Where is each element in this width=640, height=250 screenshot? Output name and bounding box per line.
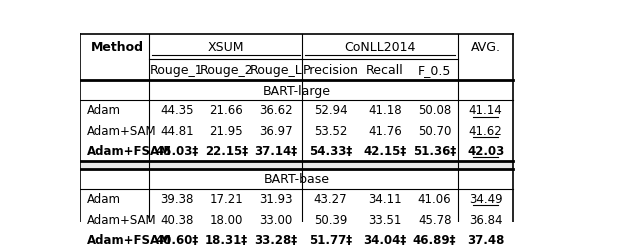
Text: 41.18: 41.18 (368, 104, 402, 117)
Text: 44.35: 44.35 (160, 104, 193, 117)
Text: Adam: Adam (86, 192, 120, 205)
Text: Adam+SAM: Adam+SAM (86, 213, 156, 226)
Text: 21.95: 21.95 (209, 124, 243, 137)
Text: Precision: Precision (303, 64, 358, 77)
Text: 33.51: 33.51 (369, 213, 402, 226)
Text: 33.28‡: 33.28‡ (254, 233, 298, 246)
Text: 45.78: 45.78 (418, 213, 451, 226)
Text: 52.94: 52.94 (314, 104, 348, 117)
Text: 54.33‡: 54.33‡ (309, 144, 352, 157)
Text: 40.38: 40.38 (160, 213, 193, 226)
Text: Rouge_2: Rouge_2 (200, 64, 253, 77)
Text: 50.39: 50.39 (314, 213, 347, 226)
Text: 50.08: 50.08 (418, 104, 451, 117)
Text: 51.77‡: 51.77‡ (309, 233, 352, 246)
Text: BART-base: BART-base (264, 173, 330, 186)
Text: 39.38: 39.38 (160, 192, 193, 205)
Text: 17.21: 17.21 (209, 192, 243, 205)
Text: 37.14‡: 37.14‡ (254, 144, 298, 157)
Text: 44.81: 44.81 (160, 124, 193, 137)
Text: 51.36‡: 51.36‡ (413, 144, 456, 157)
Text: 34.49: 34.49 (469, 192, 502, 205)
Text: 33.00: 33.00 (259, 213, 292, 226)
Text: 42.03: 42.03 (467, 144, 504, 157)
Text: CoNLL2014: CoNLL2014 (344, 41, 416, 54)
Text: 36.97: 36.97 (259, 124, 292, 137)
Text: BART-large: BART-large (262, 84, 330, 97)
Text: 46.89‡: 46.89‡ (413, 233, 456, 246)
Text: 22.15‡: 22.15‡ (205, 144, 248, 157)
Bar (80, 161, 513, 170)
Text: 53.52: 53.52 (314, 124, 347, 137)
Text: Adam+FSAM: Adam+FSAM (86, 144, 172, 157)
Text: Adam: Adam (86, 104, 120, 117)
Text: 21.66: 21.66 (209, 104, 243, 117)
Text: 36.62: 36.62 (259, 104, 292, 117)
Text: Rouge_1: Rouge_1 (150, 64, 204, 77)
Text: 34.04‡: 34.04‡ (364, 233, 406, 246)
Text: AVG.: AVG. (471, 41, 500, 54)
Text: 37.48: 37.48 (467, 233, 504, 246)
Text: 41.06: 41.06 (418, 192, 451, 205)
Text: Recall: Recall (366, 64, 404, 77)
Text: 41.62: 41.62 (469, 124, 502, 137)
Text: 18.31‡: 18.31‡ (205, 233, 248, 246)
Text: 42.15‡: 42.15‡ (364, 144, 406, 157)
Text: 41.76: 41.76 (368, 124, 402, 137)
Text: 41.14: 41.14 (469, 104, 502, 117)
Text: 34.11: 34.11 (368, 192, 402, 205)
Text: Method: Method (91, 41, 144, 54)
Text: F_0.5: F_0.5 (418, 64, 451, 77)
Text: Adam+SAM: Adam+SAM (86, 124, 156, 137)
Text: 36.84: 36.84 (469, 213, 502, 226)
Text: 31.93: 31.93 (259, 192, 292, 205)
Text: 43.27: 43.27 (314, 192, 348, 205)
Text: XSUM: XSUM (207, 41, 244, 54)
Text: 40.60‡: 40.60‡ (155, 233, 198, 246)
Text: Rouge_L: Rouge_L (250, 64, 302, 77)
Text: 45.03‡: 45.03‡ (155, 144, 198, 157)
Text: Adam+FSAM: Adam+FSAM (86, 233, 172, 246)
Text: 50.70: 50.70 (418, 124, 451, 137)
Text: 18.00: 18.00 (210, 213, 243, 226)
